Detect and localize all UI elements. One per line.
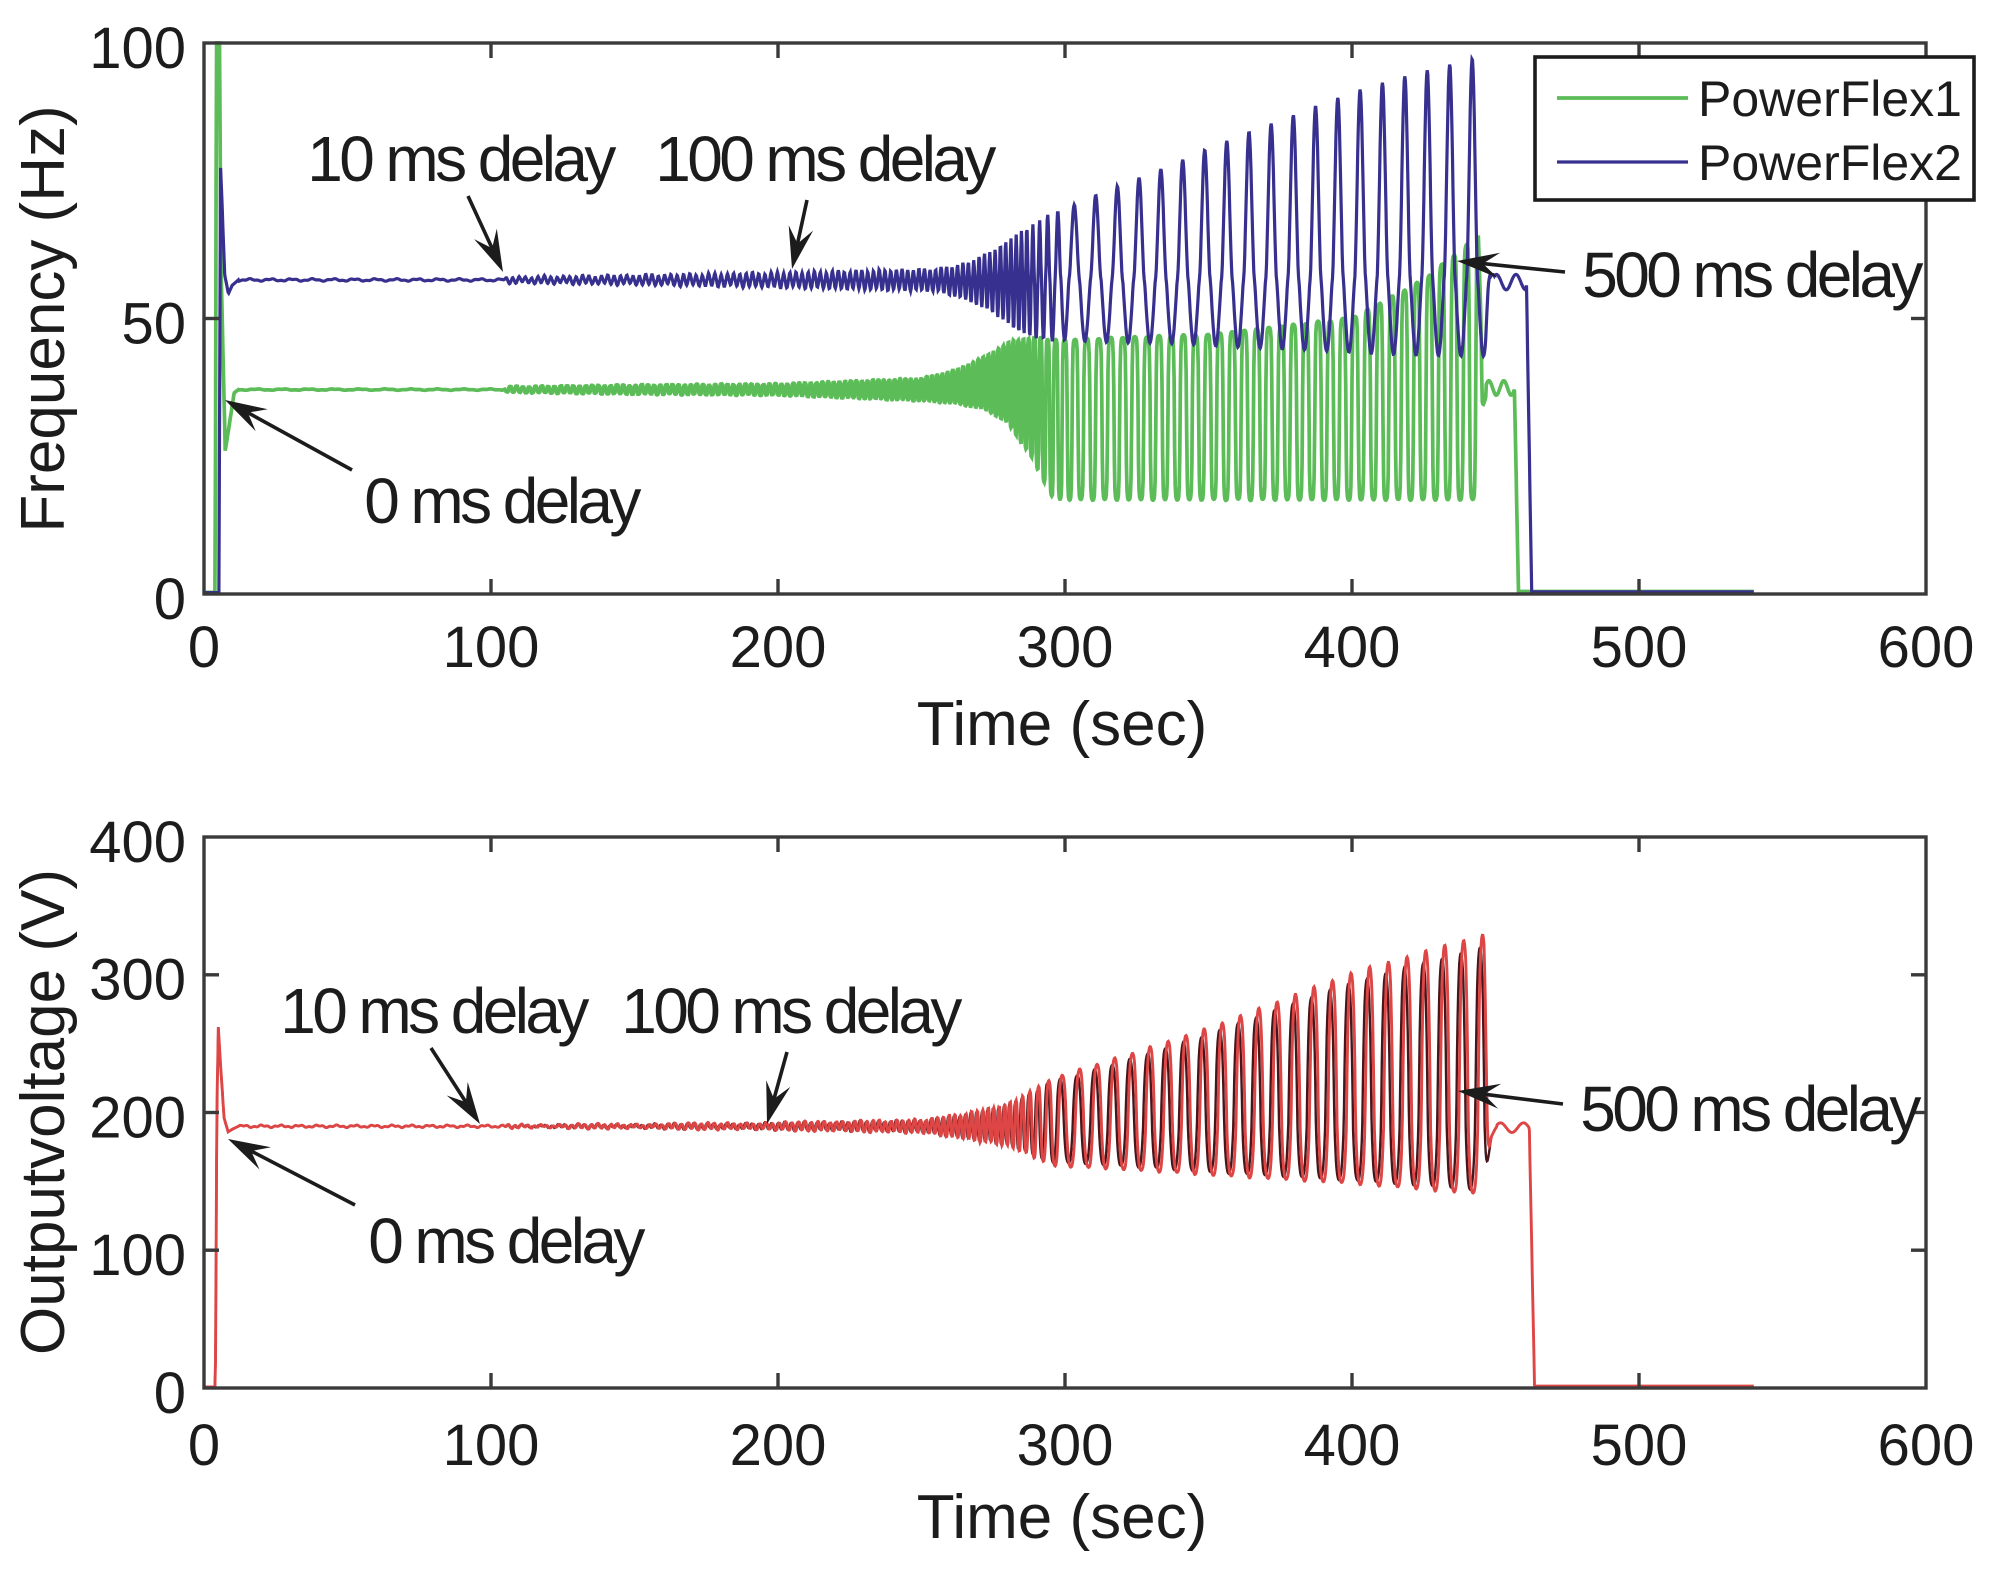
svg-text:100: 100 — [89, 16, 186, 81]
svg-text:300: 300 — [1017, 615, 1114, 680]
svg-text:300: 300 — [89, 948, 186, 1013]
svg-text:10 ms delay: 10 ms delay — [307, 123, 616, 195]
svg-text:0: 0 — [154, 567, 186, 632]
svg-text:500 ms delay: 500 ms delay — [1580, 1073, 1921, 1145]
svg-text:0 ms delay: 0 ms delay — [364, 465, 641, 537]
svg-text:PowerFlex1: PowerFlex1 — [1698, 71, 1962, 127]
svg-text:600: 600 — [1878, 615, 1975, 680]
svg-text:100 ms delay: 100 ms delay — [655, 123, 996, 195]
svg-text:300: 300 — [1017, 1413, 1114, 1478]
svg-text:50: 50 — [121, 291, 186, 356]
svg-text:Outputvoltage (V): Outputvoltage (V) — [9, 869, 78, 1355]
svg-text:PowerFlex2: PowerFlex2 — [1698, 135, 1962, 191]
svg-text:500: 500 — [1591, 1413, 1688, 1478]
svg-text:100: 100 — [89, 1223, 186, 1288]
svg-text:400: 400 — [1304, 615, 1401, 680]
svg-text:100 ms delay: 100 ms delay — [621, 975, 962, 1047]
svg-text:10 ms delay: 10 ms delay — [280, 975, 589, 1047]
svg-text:100: 100 — [443, 1413, 540, 1478]
svg-text:600: 600 — [1878, 1413, 1975, 1478]
svg-text:100: 100 — [443, 615, 540, 680]
svg-text:400: 400 — [89, 810, 186, 875]
svg-text:500: 500 — [1591, 615, 1688, 680]
svg-text:200: 200 — [730, 615, 827, 680]
svg-text:Time (sec): Time (sec) — [917, 1483, 1207, 1552]
svg-text:200: 200 — [89, 1085, 186, 1150]
svg-text:Time (sec): Time (sec) — [917, 690, 1207, 759]
svg-text:0 ms delay: 0 ms delay — [368, 1205, 645, 1277]
svg-text:0: 0 — [188, 1413, 220, 1478]
svg-text:200: 200 — [730, 1413, 827, 1478]
svg-text:500 ms delay: 500 ms delay — [1582, 239, 1923, 311]
svg-text:0: 0 — [188, 615, 220, 680]
svg-text:400: 400 — [1304, 1413, 1401, 1478]
svg-text:0: 0 — [154, 1361, 186, 1426]
svg-text:Frequency (Hz): Frequency (Hz) — [9, 105, 78, 532]
